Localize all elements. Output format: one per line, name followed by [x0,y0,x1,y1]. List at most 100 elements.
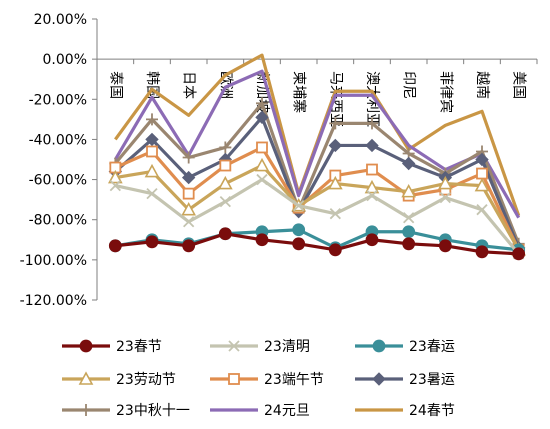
legend: 23春节 23清明 23春运 23劳动节 23端午节 23暑运 23中秋十一 24元旦 24春节 [62,339,455,419]
data-point [329,117,342,130]
y-tick-label: 20.00% [34,12,87,28]
series-line [114,177,520,255]
data-point [437,175,453,190]
data-point [329,208,341,220]
data-point [146,145,158,158]
legend-marker [372,339,386,353]
x-category-label: 越南 [474,71,490,99]
data-point [365,138,379,153]
data-point [512,247,526,261]
data-point [255,110,269,125]
y-tick-label: -100.00% [20,253,87,269]
data-point [438,239,452,253]
data-point [476,204,488,216]
data-point [256,173,268,186]
data-point [292,223,306,237]
data-point [219,196,231,208]
data-point [182,239,196,253]
data-point [109,179,121,192]
data-point [182,151,195,164]
data-point [219,159,232,172]
data-point [366,189,378,202]
data-point [327,175,343,190]
data-point [402,225,416,239]
data-point [403,212,415,224]
series-line [113,69,521,219]
legend-label: 23清明 [264,339,310,355]
data-point [328,243,342,257]
data-point [256,97,268,110]
series-7 [113,69,521,219]
data-point [181,202,197,216]
data-point [365,233,379,247]
legend-label: 24春节 [409,403,455,419]
y-axis: 20.00% 0.00% -20.00% -40.00% -60.00% -80.00% -… [20,12,98,309]
y-tick-label: -20.00% [29,92,87,108]
x-category-label: 美国 [511,71,527,99]
y-tick-label: -80.00% [29,213,87,229]
data-point [181,170,196,185]
y-tick-label: -40.00% [29,132,87,148]
y-tick-label: -120.00% [20,293,87,309]
series-line [115,232,519,256]
data-point [255,233,269,247]
legend-label: 23端午节 [264,372,324,388]
data-point [146,187,158,200]
legend-label: 23中秋十一 [116,403,190,419]
series-line [114,145,521,251]
data-point [219,141,232,154]
data-point [256,141,268,154]
x-category-label: 澳大利亚 [364,71,380,127]
series-layer [107,53,527,261]
data-point [146,113,158,126]
data-point [366,117,378,130]
data-point [107,169,123,184]
legend-item: 23清明 [210,339,310,355]
data-point [108,239,122,253]
legend-label: 24元旦 [264,403,310,419]
data-point [182,187,195,200]
data-point [475,245,489,259]
legend-marker [79,339,93,353]
legend-marker [78,371,94,385]
data-point [364,179,380,194]
legend-item: 23劳动节 [62,371,176,388]
legend-item: 23中秋十一 [62,403,190,419]
legend-item: 23春节 [62,339,162,355]
data-point [217,175,233,190]
legend-item: 23暑运 [355,372,455,388]
y-tick-label: -60.00% [29,173,87,189]
legend-marker [80,404,92,416]
data-point [475,152,489,167]
legend-item: 23春运 [355,339,455,355]
data-point [401,156,416,171]
series-0 [108,227,526,261]
legend-marker [372,372,386,386]
data-point [402,237,416,251]
series-line [115,163,521,251]
legend-label: 23劳动节 [116,372,176,388]
data-point [476,167,488,180]
legend-item: 23端午节 [210,372,324,388]
x-category-label: 柬埔寨 [291,71,308,113]
legend-label: 23春运 [409,339,455,355]
data-point [254,157,270,172]
legend-item: 24元旦 [210,403,310,419]
data-point [401,183,417,198]
legend-label: 23暑运 [409,372,455,388]
data-point [144,163,160,178]
series-2 [108,223,526,257]
y-tick-label: 0.00% [43,52,87,68]
x-category-label: 泰国 [107,71,123,99]
data-point [183,216,195,228]
legend-marker [228,373,240,385]
data-point [145,132,159,147]
x-category-label: 印尼 [401,71,417,99]
data-point [474,177,490,192]
legend-marker [228,340,240,352]
series-line [114,115,521,249]
data-point [328,138,343,153]
data-point [292,237,306,251]
legend-item: 24春节 [355,403,455,419]
